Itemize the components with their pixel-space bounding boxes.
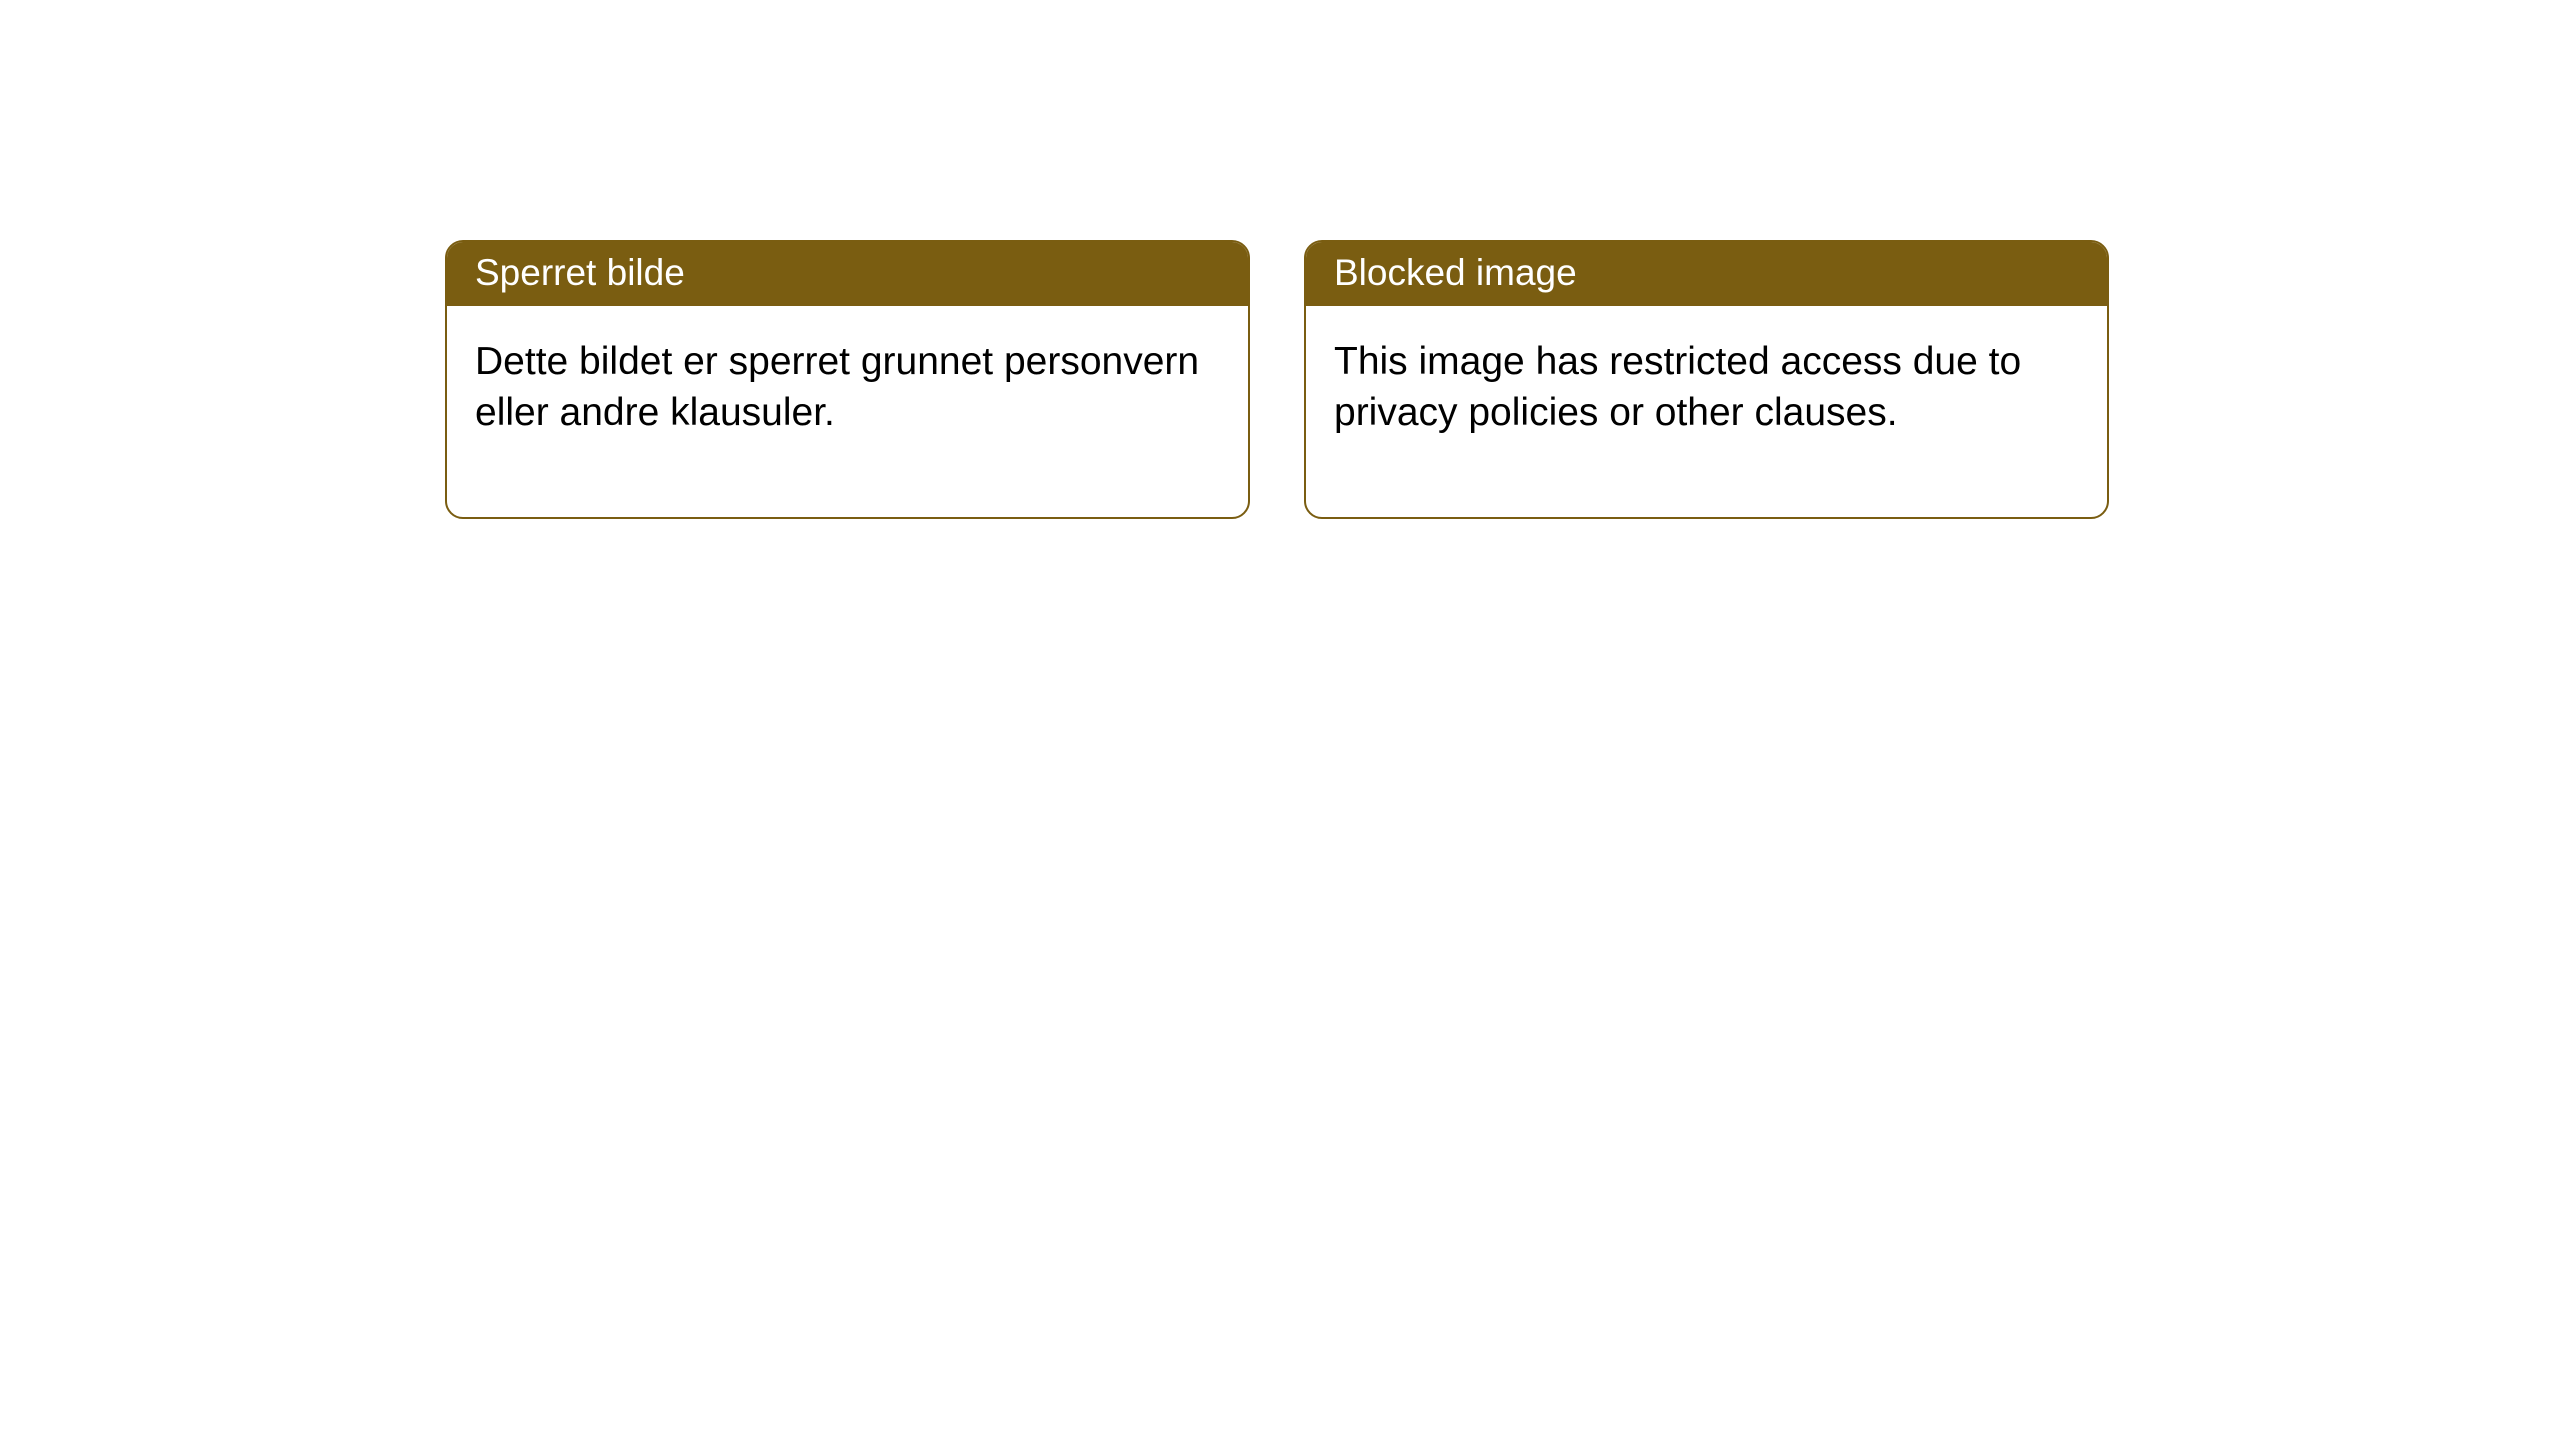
- notice-title: Blocked image: [1306, 242, 2107, 306]
- notice-title: Sperret bilde: [447, 242, 1248, 306]
- notice-card-norwegian: Sperret bilde Dette bildet er sperret gr…: [445, 240, 1250, 519]
- notice-container: Sperret bilde Dette bildet er sperret gr…: [0, 0, 2560, 519]
- notice-card-english: Blocked image This image has restricted …: [1304, 240, 2109, 519]
- notice-body: Dette bildet er sperret grunnet personve…: [447, 306, 1248, 517]
- notice-body: This image has restricted access due to …: [1306, 306, 2107, 517]
